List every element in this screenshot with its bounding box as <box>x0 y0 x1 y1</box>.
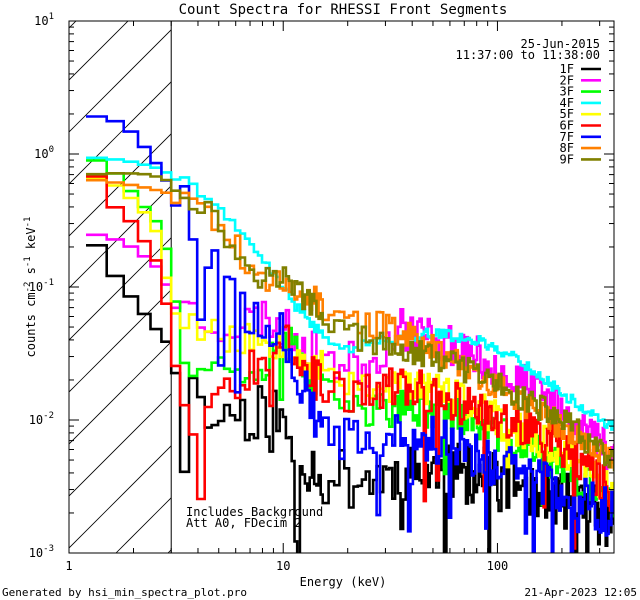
x-tick-label: 100 <box>487 559 509 573</box>
hatch-line <box>69 185 172 289</box>
legend-label-8F: 8F <box>560 141 574 155</box>
y-label-exp2: -1 <box>23 256 33 267</box>
y-tick-label: 101 <box>34 12 54 28</box>
legend-label-6F: 6F <box>560 119 574 133</box>
footer-generated-by: Generated by hsi_min_spectra_plot.pro <box>2 586 247 599</box>
legend-label-9F: 9F <box>560 152 574 166</box>
hatch-line <box>69 237 172 341</box>
legend-label-2F: 2F <box>560 73 574 87</box>
hatch-line <box>69 29 172 133</box>
y-tick-label: 10-3 <box>29 544 54 560</box>
legend-label-3F: 3F <box>560 85 574 99</box>
date-label: 25-Jun-2015 <box>521 37 600 51</box>
axis-ticks: 1 10 100 10-3 10-2 10-1 100 101 <box>29 12 614 573</box>
note-background: Includes Background <box>186 505 323 519</box>
series-layer <box>86 115 614 553</box>
y-label-kev: keV <box>24 227 38 256</box>
y-axis-label: counts cm-2 s-1 keV-1 <box>23 217 38 358</box>
legend-label-4F: 4F <box>560 96 574 110</box>
chart-title: Count Spectra for RHESSI Front Segments <box>179 2 508 18</box>
hatch-line <box>69 445 172 549</box>
series-line-7F <box>86 115 614 553</box>
legend-label-5F: 5F <box>560 107 574 121</box>
x-tick-label: 10 <box>276 559 290 573</box>
y-label-exp3: -1 <box>23 217 33 228</box>
y-label-exp1: -2 <box>23 282 33 293</box>
x-tick-label: 1 <box>65 559 72 573</box>
hatch-line <box>69 393 172 497</box>
legend-label-7F: 7F <box>560 130 574 144</box>
y-label-s: s <box>24 267 38 281</box>
series-line-8F <box>86 178 614 469</box>
series-line-9F <box>86 172 614 472</box>
y-tick-label: 10-1 <box>29 278 54 294</box>
hatch-line <box>69 21 129 81</box>
y-tick-label: 100 <box>34 145 54 161</box>
footer-datetime: 21-Apr-2023 12:05 <box>524 586 637 599</box>
hatch-line <box>0 0 92 553</box>
y-tick-label: 10-2 <box>29 411 54 427</box>
background-hatch-region <box>0 0 172 553</box>
series-line-4F <box>86 156 614 431</box>
y-label-main: counts cm <box>24 292 38 357</box>
legend-label-1F: 1F <box>560 62 574 76</box>
note-attenuator: Att A0, FDecim 2 <box>186 516 302 530</box>
time-range-label: 11:37:00 to 11:38:00 <box>456 48 601 62</box>
series-line-3F <box>86 159 614 518</box>
x-axis-label: Energy (keV) <box>300 575 387 589</box>
